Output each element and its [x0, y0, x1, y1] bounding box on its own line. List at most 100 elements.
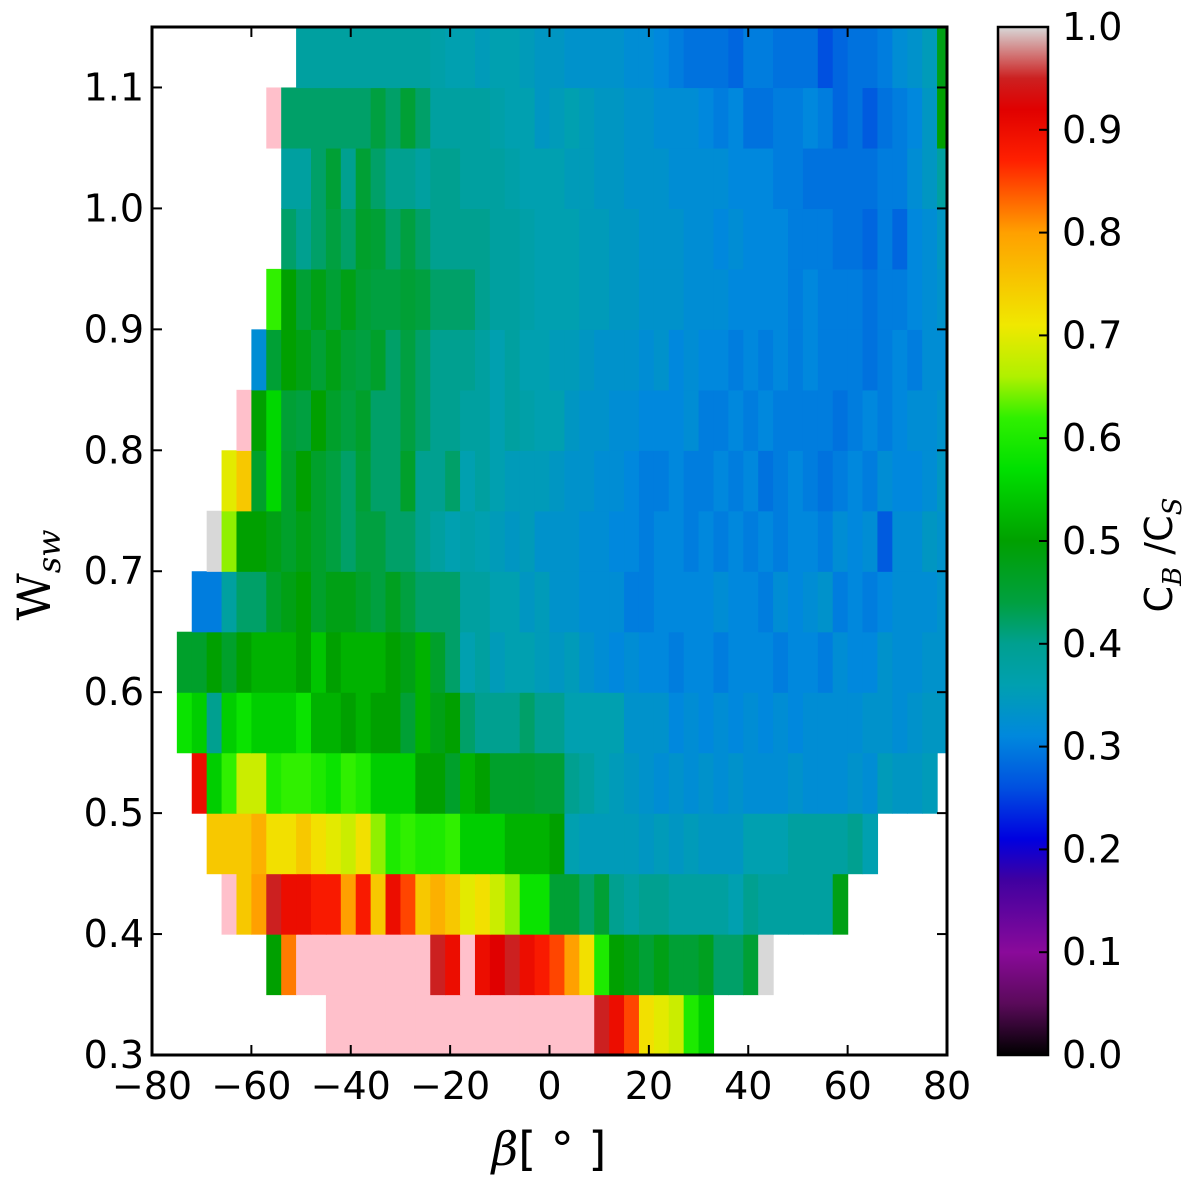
heatmap-cell — [653, 27, 670, 89]
x-tick-label: 40 — [724, 1064, 772, 1108]
heatmap-cell — [728, 631, 744, 693]
heatmap-cell — [415, 87, 431, 149]
heatmap-cell — [683, 813, 700, 875]
heatmap-cell — [534, 752, 551, 814]
heatmap-cell — [296, 873, 312, 935]
heatmap-cell — [489, 147, 506, 210]
heatmap-cell — [609, 450, 625, 512]
heatmap-cell — [862, 87, 879, 149]
heatmap-cell — [460, 813, 476, 875]
heatmap-cell — [743, 752, 759, 814]
heatmap-cell — [355, 27, 372, 89]
heatmap-cell — [594, 27, 610, 89]
heatmap-cell — [847, 389, 864, 451]
heatmap-cell — [355, 631, 372, 693]
heatmap-cell — [460, 87, 476, 149]
heatmap-cell — [564, 692, 580, 754]
heatmap-cell — [415, 147, 431, 210]
heatmap-cell — [907, 389, 923, 451]
heatmap-cell — [698, 450, 715, 512]
heatmap-cell — [817, 510, 834, 572]
heatmap-cell — [862, 692, 879, 754]
heatmap-cell — [862, 27, 879, 89]
y-tick-label: 1.0 — [84, 186, 144, 230]
heatmap-cell — [415, 571, 431, 633]
heatmap-cell — [937, 87, 947, 149]
heatmap-cell — [549, 752, 566, 814]
heatmap-cell — [847, 450, 864, 512]
heatmap-cell — [549, 873, 566, 935]
heatmap-cell — [281, 147, 297, 210]
heatmap-cell — [519, 631, 536, 693]
heatmap-cell — [564, 631, 580, 693]
heatmap-cell — [713, 631, 729, 693]
heatmap-cell — [758, 571, 774, 633]
heatmap-cell — [743, 147, 759, 210]
heatmap-cell — [728, 813, 744, 875]
heatmap-cell — [340, 934, 357, 996]
heatmap-cell — [564, 571, 580, 633]
heatmap-cell — [340, 631, 357, 693]
heatmap-cell — [892, 87, 908, 149]
heatmap-cell — [758, 692, 774, 754]
heatmap-cell — [638, 87, 655, 149]
heatmap-cell — [400, 147, 416, 210]
heatmap-cell — [311, 813, 327, 875]
heatmap-cell — [296, 450, 312, 512]
heatmap-cell — [549, 147, 566, 210]
heatmap-cell — [877, 510, 893, 572]
heatmap-cell — [474, 389, 491, 451]
heatmap-cell — [624, 389, 640, 451]
heatmap-cell — [907, 87, 923, 149]
heatmap-cell — [609, 571, 625, 633]
heatmap-cell — [251, 571, 267, 633]
heatmap-cell — [281, 510, 297, 572]
y-tick-label: 0.6 — [84, 670, 144, 714]
heatmap-cell — [802, 450, 819, 512]
heatmap-cell — [788, 692, 804, 754]
heatmap-cell — [400, 510, 416, 572]
heatmap-cell — [817, 268, 834, 330]
heatmap-cell — [847, 752, 864, 814]
heatmap-cell — [474, 752, 491, 814]
heatmap-cell — [281, 87, 297, 149]
heatmap-cell — [489, 329, 506, 391]
heatmap-cell — [445, 147, 461, 210]
heatmap-cell — [400, 87, 416, 149]
heatmap-cell — [311, 571, 327, 633]
heatmap-cell — [743, 692, 759, 754]
heatmap-cell — [474, 329, 491, 391]
heatmap-cell — [892, 389, 908, 451]
heatmap-cell — [266, 87, 282, 149]
heatmap-cell — [922, 147, 938, 210]
heatmap-cell — [191, 752, 208, 814]
heatmap-cell — [788, 752, 804, 814]
heatmap-cell — [325, 813, 342, 875]
heatmap-cell — [609, 813, 625, 875]
heatmap-cell — [251, 389, 267, 451]
heatmap-cell — [653, 813, 670, 875]
heatmap-cell — [519, 208, 536, 270]
heatmap-cell — [609, 510, 625, 572]
heatmap-cell — [952, 208, 968, 269]
heatmap-cell — [877, 692, 893, 754]
heatmap-cell — [221, 510, 238, 572]
heatmap-cell — [788, 873, 804, 935]
heatmap-cell — [474, 994, 491, 1055]
heatmap-cell — [400, 208, 416, 270]
heatmap-cell — [952, 87, 968, 148]
heatmap-cell — [802, 813, 819, 875]
heatmap-cell — [653, 147, 670, 210]
heatmap-cell — [504, 571, 521, 633]
heatmap-cell — [281, 571, 297, 633]
heatmap-cell — [325, 268, 342, 330]
heatmap-cell — [415, 873, 431, 935]
heatmap-cell — [519, 692, 536, 754]
heatmap-cell — [758, 147, 774, 210]
heatmap-cell — [564, 873, 580, 935]
heatmap-cell — [370, 389, 387, 451]
heatmap-cell — [728, 27, 744, 89]
heatmap-cell — [579, 329, 595, 391]
heatmap-cell — [415, 752, 431, 814]
